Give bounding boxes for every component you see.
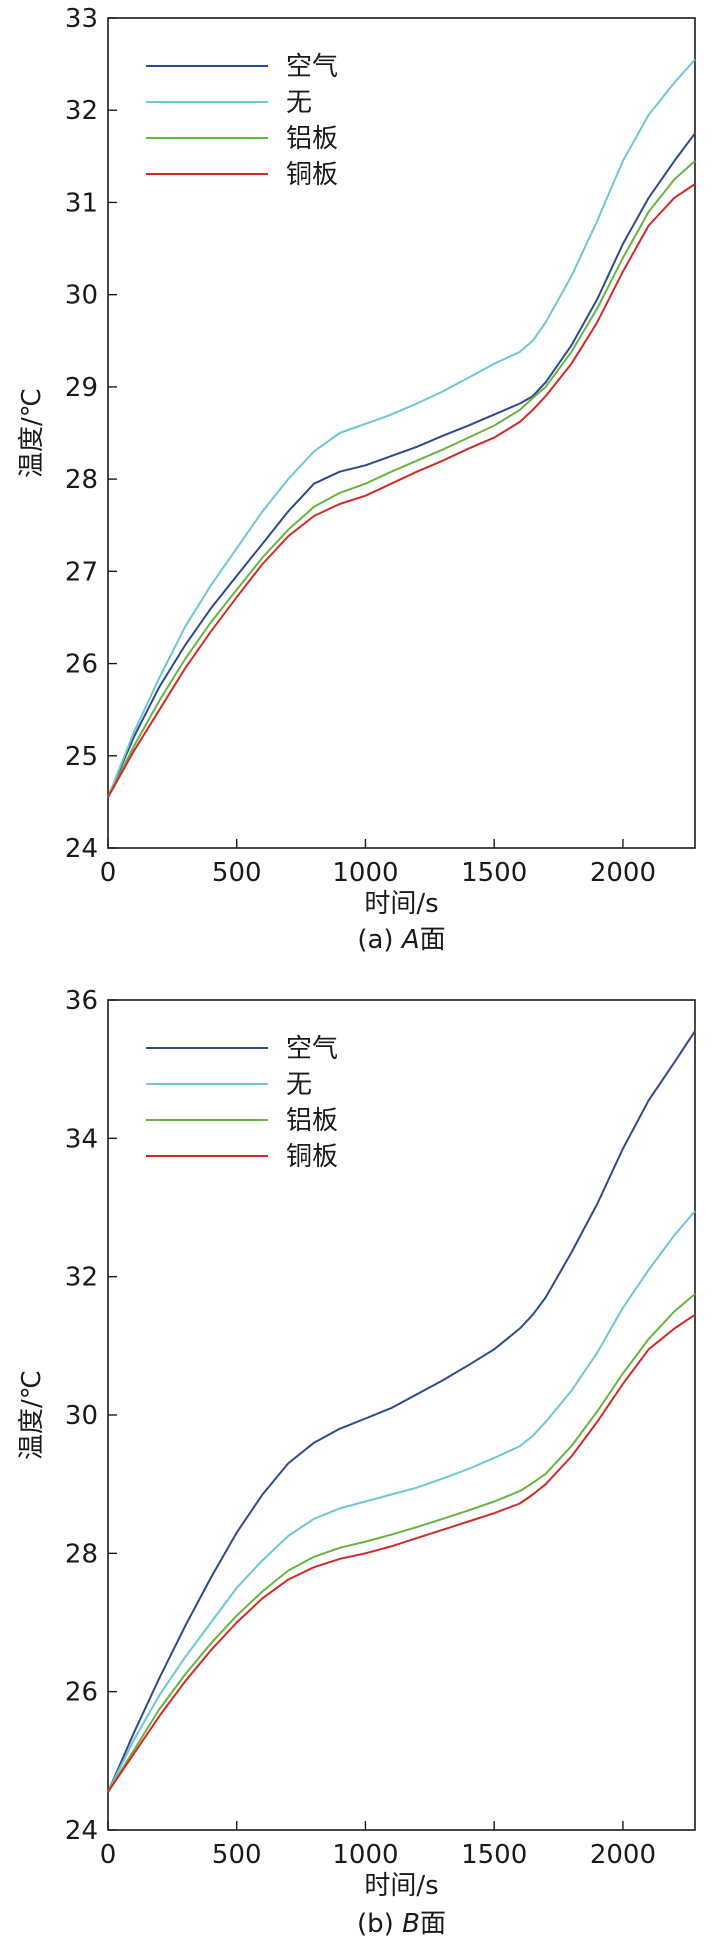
y-tick-label: 24 [65,834,98,864]
series-line-2 [107,1293,696,1793]
panel-caption: (a) A面 [357,925,445,955]
legend-label-1: 无 [286,1070,312,1100]
series-line-2 [107,160,696,798]
caption-suffix: 面 [420,925,446,955]
legend-label-2: 铝板 [286,124,338,154]
y-tick-label: 32 [65,1263,98,1293]
chart-panel-0: 24 25 26 27 28 29 30 31 32 33 0 500 1000 1500 2000 时间/s… [17,4,696,955]
y-axis-title: 温度/℃ [17,1370,47,1460]
y-tick-label: 34 [65,1124,98,1154]
legend-label-3: 铜板 [286,160,338,190]
legend-label-0: 空气 [286,52,338,82]
x-tick-label: 2000 [590,1840,656,1870]
y-tick-label: 29 [65,373,98,403]
y-tick-label: 26 [65,650,98,680]
series-line-0 [107,132,696,798]
x-tick-label: 0 [100,1840,117,1870]
y-tick-label: 26 [65,1678,98,1708]
panel-caption: (b) B面 [357,1909,446,1939]
caption-letter: A [400,925,420,955]
y-tick-label: 28 [65,465,98,495]
legend-label-2: 铝板 [286,1106,338,1136]
series-line-0 [107,1030,696,1793]
series-line-3 [107,1313,696,1793]
y-tick-label: 32 [65,96,98,126]
chart-panel-1: 24 26 28 30 32 34 36 0 500 1000 1500 2000 时间/s 温度/℃ 空气… [17,986,696,1939]
series-line-1 [107,1210,696,1793]
caption-suffix: 面 [420,1909,446,1939]
caption-prefix: (a) [357,925,401,955]
x-tick-label: 1000 [332,858,398,888]
x-tick-label: 500 [212,858,262,888]
plot-frame [107,17,696,849]
x-tick-label: 0 [100,858,117,888]
series-line-3 [107,183,696,798]
y-tick-label: 36 [65,986,98,1016]
y-tick-label: 28 [65,1539,98,1569]
y-tick-label: 25 [65,742,98,772]
x-tick-label: 1000 [332,1840,398,1870]
y-tick-label: 30 [65,281,98,311]
y-tick-label: 27 [65,557,98,587]
y-tick-label: 33 [65,4,98,34]
series-line-1 [107,58,696,798]
y-tick-label: 30 [65,1401,98,1431]
x-tick-label: 500 [212,1840,262,1870]
y-tick-label: 31 [65,188,98,218]
legend-label-1: 无 [286,88,312,118]
y-tick-label: 24 [65,1816,98,1846]
plot-frame [107,999,696,1831]
caption-prefix: (b) [357,1909,402,1939]
x-tick-label: 1500 [461,1840,527,1870]
caption-letter: B [402,1909,420,1939]
legend-label-3: 铜板 [286,1142,338,1172]
legend-label-0: 空气 [286,1034,338,1064]
x-axis-title: 时间/s [364,889,438,919]
x-axis-title: 时间/s [364,1871,438,1901]
y-axis-title: 温度/℃ [17,388,47,478]
x-tick-label: 2000 [590,858,656,888]
x-tick-label: 1500 [461,858,527,888]
